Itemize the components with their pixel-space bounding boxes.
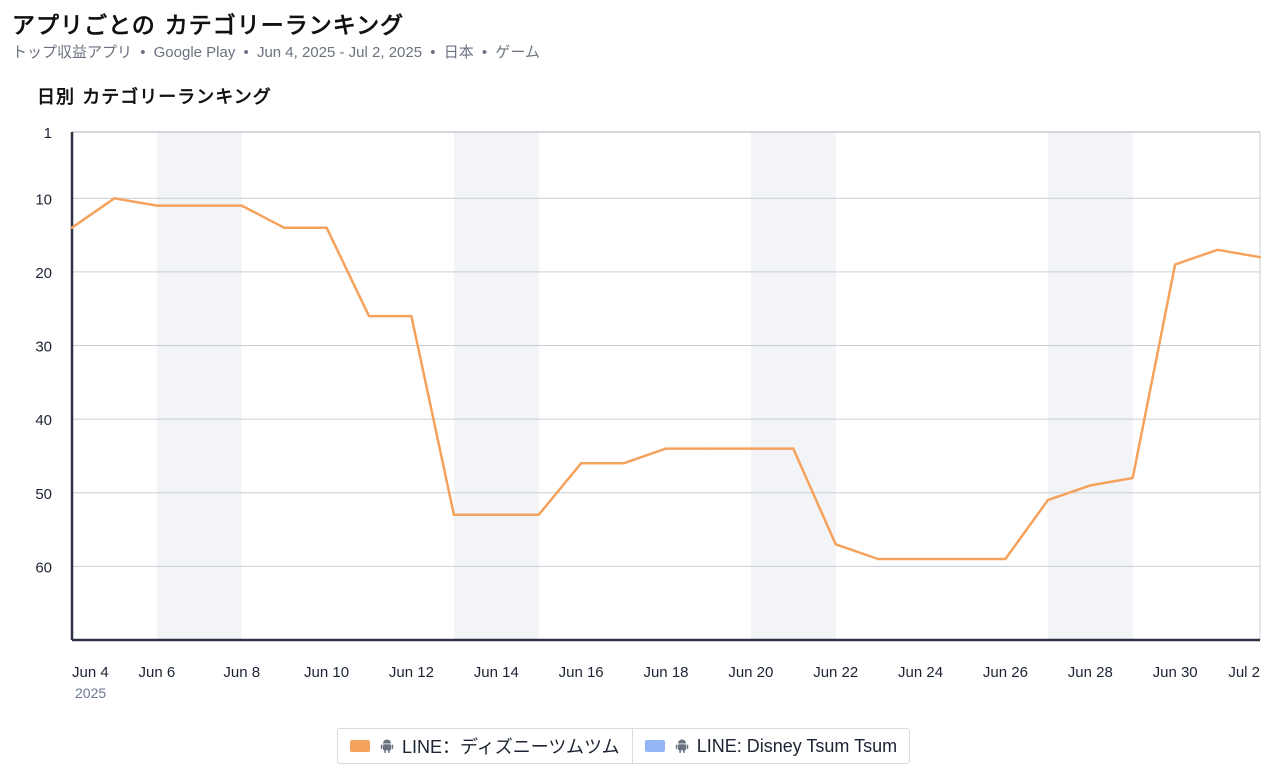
x-tick-label: Jun 6	[139, 664, 176, 681]
legend-swatch-orange	[350, 740, 370, 752]
data-point	[282, 226, 286, 229]
page-title: アプリごとの カテゴリーランキング	[12, 13, 405, 39]
x-tick-label: Jun 12	[389, 664, 434, 681]
data-point	[452, 513, 456, 517]
y-tick-label: 30	[35, 339, 52, 356]
data-point	[537, 513, 540, 517]
legend-swatch-blue	[644, 740, 665, 752]
legend-item-series-2[interactable]: LINE: Disney Tsum Tsum	[631, 729, 909, 763]
subtitle-store[interactable]: Google Play	[153, 44, 236, 61]
separator: •	[140, 44, 146, 61]
legend-label: LINE：ディズニーツムツム	[402, 737, 620, 757]
data-point	[113, 197, 116, 200]
weekend-band	[156, 132, 242, 640]
ranking-line-chart[interactable]: 1 10 20 30 40 50 60 Jun 4 Jun 6 Jun 8 Jun 10 Jun 12…	[0, 120, 1280, 720]
x-tick-label: Jun 18	[643, 664, 688, 681]
data-point	[325, 226, 328, 229]
weekend-band	[750, 132, 836, 640]
legend-item-series-1[interactable]: LINE：ディズニーツムツム	[338, 729, 632, 763]
data-point	[1258, 255, 1262, 259]
y-tick-label: 10	[35, 191, 52, 208]
x-tick-label: Jun 20	[728, 664, 773, 681]
subtitle-chart-type[interactable]: トップ収益アプリ	[12, 44, 133, 61]
data-point	[707, 447, 710, 450]
x-tick-label: Jul 2	[1228, 664, 1260, 681]
data-point	[664, 447, 668, 450]
subtitle-date-range[interactable]: Jun 4, 2025 - Jul 2, 2025	[256, 44, 423, 61]
data-point	[410, 314, 413, 318]
x-tick-label: Jun 14	[474, 664, 519, 681]
y-tick-label: 1	[44, 125, 52, 142]
data-point	[834, 543, 837, 546]
data-point	[367, 314, 371, 318]
x-tick-label: Jun 22	[813, 664, 858, 681]
legend-label: LINE: Disney Tsum Tsum	[696, 735, 898, 756]
subtitle-category[interactable]: ゲーム	[495, 44, 540, 61]
x-tick-label: Jun 26	[983, 664, 1028, 681]
data-point	[1131, 476, 1134, 480]
x-tick-label: Jun 24	[898, 664, 943, 681]
data-point	[876, 557, 880, 561]
data-point	[579, 462, 583, 465]
android-icon	[380, 739, 394, 753]
data-point	[622, 462, 625, 465]
data-point	[495, 513, 498, 517]
separator: •	[243, 44, 249, 61]
x-tick-label: Jun 4	[72, 664, 109, 681]
x-tick-label: Jun 8	[223, 664, 260, 681]
chart-title: 日別 カテゴリーランキング	[37, 87, 272, 108]
data-point	[1173, 263, 1177, 266]
y-tick-label: 50	[35, 486, 52, 503]
data-point	[155, 204, 159, 207]
chart-legend: LINE：ディズニーツムツム LINE: Disney Tsum Tsum	[337, 728, 911, 764]
x-tick-label: Jun 30	[1153, 664, 1198, 681]
data-point	[792, 447, 795, 450]
x-tick-label: Jun 16	[559, 664, 604, 681]
y-tick-label: 60	[35, 559, 52, 576]
y-tick-label: 40	[35, 412, 52, 429]
x-tick-year: 2025	[75, 685, 106, 701]
x-tick-label: Jun 10	[304, 664, 349, 681]
x-tick-label: Jun 28	[1068, 664, 1113, 681]
data-point	[1089, 484, 1092, 487]
data-point	[1046, 498, 1050, 502]
data-point	[70, 226, 74, 229]
data-point	[198, 204, 201, 207]
data-point	[961, 557, 965, 561]
y-tick-label: 20	[35, 265, 52, 282]
data-point	[919, 557, 922, 561]
separator: •	[481, 44, 488, 61]
weekend-band	[1047, 132, 1133, 640]
data-point	[749, 447, 753, 450]
weekend-band	[453, 132, 539, 640]
data-point	[240, 204, 243, 207]
data-point	[1004, 557, 1007, 561]
subtitle-country[interactable]: 日本	[443, 44, 474, 61]
android-icon	[675, 739, 688, 753]
filter-summary: トップ収益アプリ • Google Play • Jun 4, 2025 - J…	[12, 41, 540, 62]
data-point	[1216, 248, 1219, 251]
separator: •	[430, 44, 436, 61]
